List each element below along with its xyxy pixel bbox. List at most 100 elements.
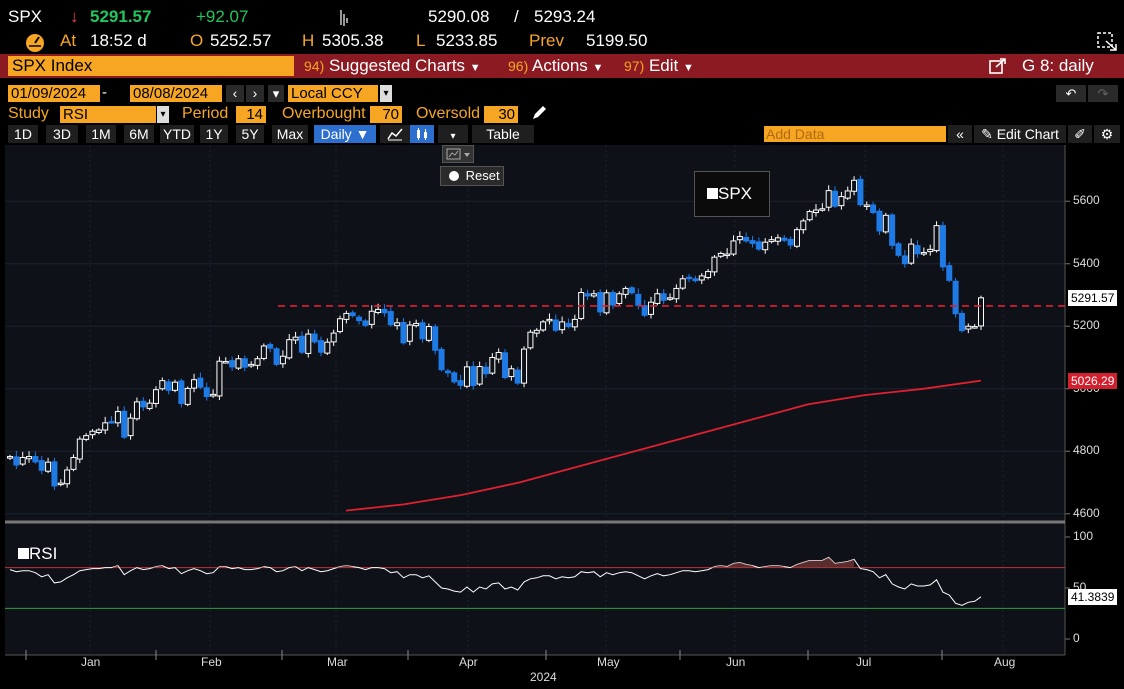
table-button[interactable]: Table xyxy=(472,125,534,143)
grid-label[interactable]: G 8: daily xyxy=(1022,56,1094,75)
candle-body xyxy=(673,287,680,300)
candle-body xyxy=(76,438,83,460)
candle-body xyxy=(736,236,743,241)
calendar-icon[interactable]: ▾ xyxy=(268,85,284,102)
oversold-field[interactable]: 30 xyxy=(484,106,518,123)
candle-body xyxy=(749,240,756,244)
candle xyxy=(806,209,813,222)
range-button-6m[interactable]: 6M xyxy=(124,125,154,143)
range-button-ytd[interactable]: YTD xyxy=(160,125,194,143)
candle xyxy=(273,346,280,367)
ticker: SPX xyxy=(8,7,43,26)
candle-body xyxy=(330,332,337,343)
screenshot-icon[interactable] xyxy=(1096,31,1118,56)
overbought-field[interactable]: 70 xyxy=(370,106,402,123)
x-tick-label: Jul xyxy=(856,655,872,669)
candle-body xyxy=(762,241,769,251)
down-arrow-icon: ↓ xyxy=(70,7,79,26)
candle xyxy=(254,355,261,370)
prev-value: 5199.50 xyxy=(586,31,648,50)
candle xyxy=(667,293,674,301)
candle-body xyxy=(603,292,610,314)
chevron-down-icon[interactable]: ▾ xyxy=(157,106,169,123)
candle-body xyxy=(647,301,654,315)
actions-menu[interactable]: 96) Actions ▼ xyxy=(508,56,603,76)
security-field[interactable]: SPX Index xyxy=(8,56,294,76)
overbought-fill xyxy=(720,565,728,568)
candle-body xyxy=(939,225,946,268)
candle xyxy=(102,416,109,435)
candle-body xyxy=(114,411,121,424)
horizontal-gridlines xyxy=(5,200,1070,640)
candle xyxy=(51,457,58,490)
candle xyxy=(32,451,39,464)
range-button-3d[interactable]: 3D xyxy=(46,125,78,143)
candle xyxy=(305,329,312,358)
undo-icon[interactable]: ↶ xyxy=(1056,85,1086,102)
line-chart-icon[interactable] xyxy=(380,125,410,143)
chart-tool-dropdown[interactable] xyxy=(442,145,474,163)
range-button-1d[interactable]: 1D xyxy=(8,125,38,143)
currency-select[interactable]: Local CCY xyxy=(288,85,378,102)
chart-type-dropdown[interactable]: ▾ xyxy=(438,125,468,143)
candle xyxy=(57,479,64,487)
range-button-5y[interactable]: 5Y xyxy=(236,125,264,143)
candle xyxy=(419,319,426,343)
end-date-field[interactable]: 08/08/2024 xyxy=(130,85,222,102)
x-axis-ticks xyxy=(25,650,943,660)
popout-icon[interactable] xyxy=(988,56,1008,76)
candle-body xyxy=(38,460,45,471)
candle-body xyxy=(755,241,762,250)
range-button-1m[interactable]: 1M xyxy=(86,125,116,143)
candle-body xyxy=(914,245,921,255)
suggested-charts-menu[interactable]: 94) Suggested Charts ▼ xyxy=(304,56,481,76)
annotate-icon[interactable]: ✐ xyxy=(1068,125,1092,143)
frequency-select[interactable]: Daily ▼ xyxy=(314,125,376,143)
range-button-1y[interactable]: 1Y xyxy=(200,125,228,143)
candle xyxy=(127,413,134,440)
edit-chart-button[interactable]: ✎ Edit Chart xyxy=(974,125,1066,143)
start-date-field[interactable]: 01/09/2024 xyxy=(8,85,100,102)
x-tick-label: Jun xyxy=(726,655,746,669)
candle xyxy=(178,378,185,408)
range-button-max[interactable]: Max xyxy=(272,125,308,143)
candle-body xyxy=(279,355,286,365)
chevron-right-icon[interactable]: › xyxy=(246,85,264,102)
redo-icon[interactable]: ↷ xyxy=(1088,85,1118,102)
candle xyxy=(425,323,432,343)
candle-body xyxy=(413,322,420,327)
add-data-input[interactable]: Add Data xyxy=(764,126,946,142)
caret-down-icon: ▼ xyxy=(683,62,694,74)
chevron-down-icon[interactable]: ▾ xyxy=(380,85,392,102)
candle-body xyxy=(102,422,109,431)
candle-body xyxy=(57,482,64,486)
double-chevron-left-icon[interactable]: « xyxy=(948,125,972,143)
study-select[interactable]: RSI xyxy=(60,106,156,123)
menu-number: 97) xyxy=(624,58,645,74)
chevron-left-icon[interactable]: ‹ xyxy=(226,85,244,102)
gear-icon[interactable]: ⚙ xyxy=(1094,125,1120,143)
candle xyxy=(978,295,984,330)
candle xyxy=(781,235,788,243)
date-dash: - xyxy=(102,84,107,101)
candle xyxy=(387,306,394,327)
candle-body xyxy=(533,329,540,334)
candle xyxy=(889,212,896,250)
edit-menu[interactable]: 97) Edit ▼ xyxy=(624,56,694,76)
reset-label: Reset xyxy=(465,168,500,183)
overbought-fill xyxy=(796,562,804,568)
high-label: H xyxy=(302,31,315,50)
candle-body xyxy=(514,369,521,384)
candle xyxy=(121,406,128,440)
candle-body xyxy=(584,293,591,297)
pencil-icon[interactable] xyxy=(530,104,548,125)
period-field[interactable]: 14 xyxy=(236,106,266,123)
menu-number: 96) xyxy=(508,58,529,74)
overbought-fill xyxy=(815,560,823,568)
quote-line-2: At 18:52 d O 5252.57 H 5305.38 L 5233.85… xyxy=(0,31,1124,53)
candle xyxy=(108,415,115,424)
candle-body xyxy=(920,252,927,255)
candle-body xyxy=(502,352,509,378)
reset-button[interactable]: Reset xyxy=(440,166,504,186)
candlestick-icon[interactable] xyxy=(410,125,434,143)
